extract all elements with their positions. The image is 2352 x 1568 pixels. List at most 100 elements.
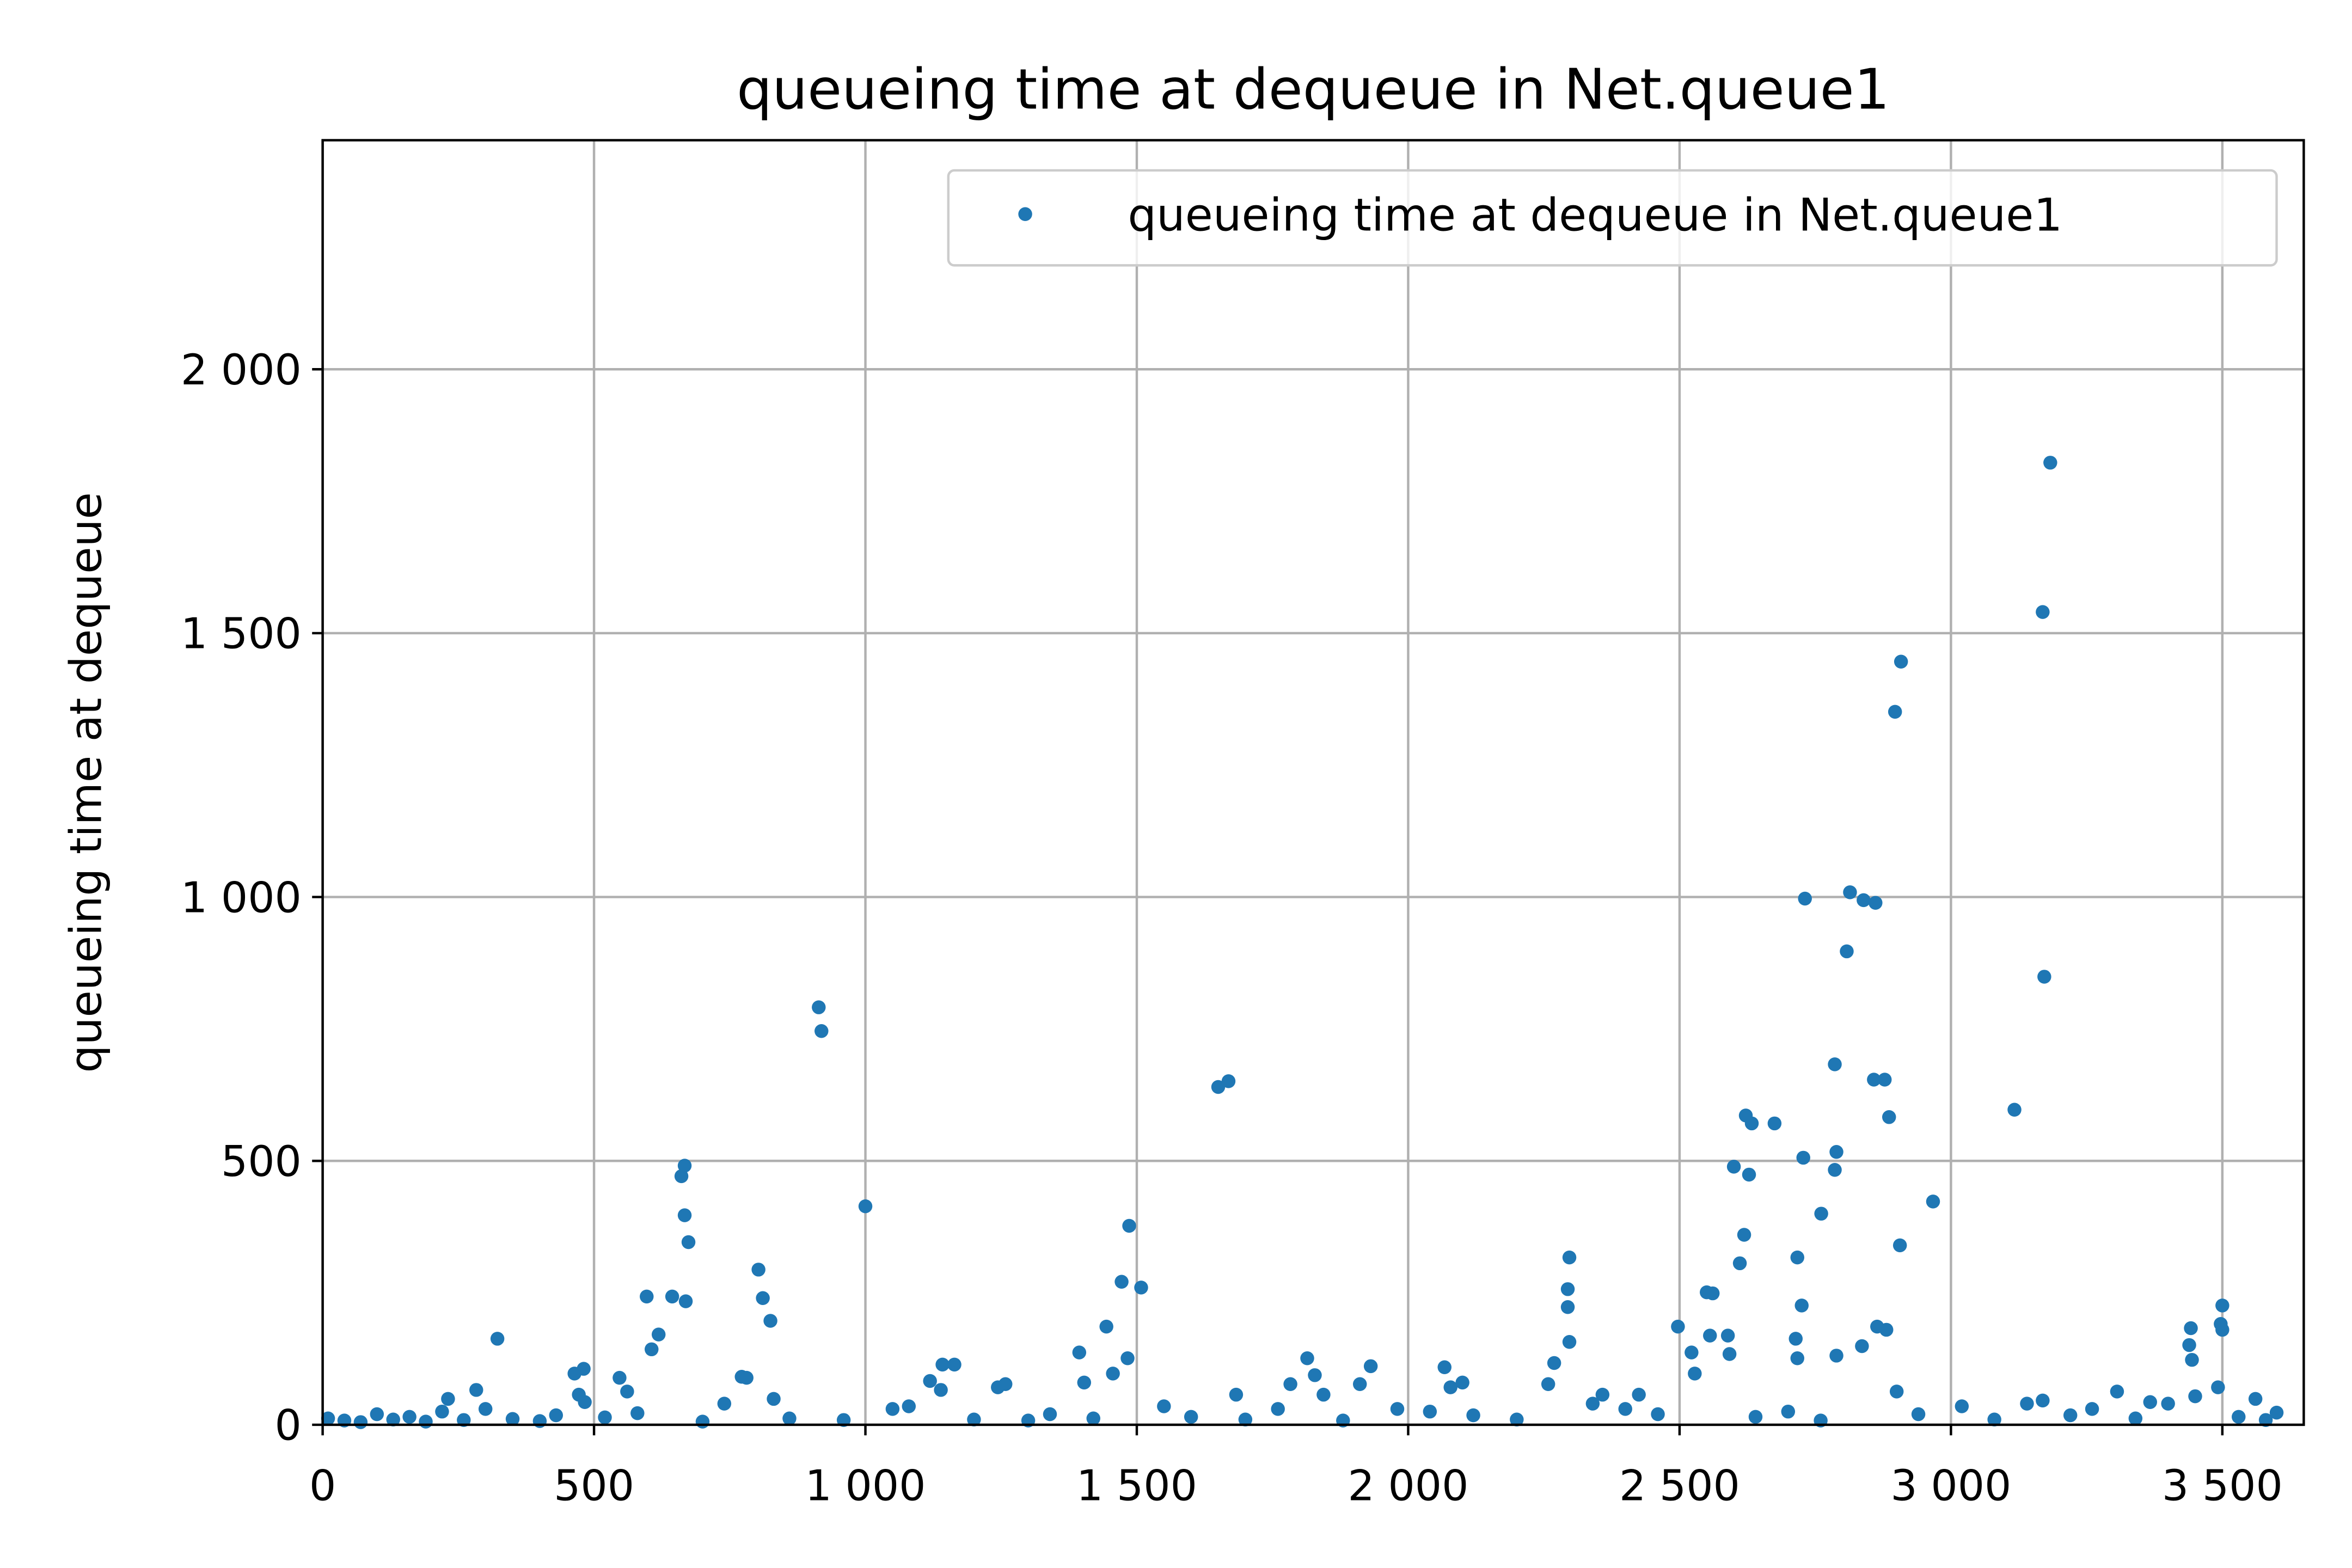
point bbox=[695, 1414, 710, 1429]
point bbox=[1955, 1399, 1969, 1413]
point bbox=[1651, 1407, 1665, 1422]
x-tick-label: 2 500 bbox=[1619, 1461, 1740, 1510]
point bbox=[1122, 1218, 1136, 1233]
point bbox=[370, 1407, 384, 1422]
point bbox=[1828, 1162, 1842, 1177]
point bbox=[1455, 1375, 1469, 1390]
point bbox=[1878, 1073, 1892, 1087]
point bbox=[1889, 1385, 1904, 1399]
point bbox=[1562, 1334, 1577, 1349]
y-tick-label: 1 000 bbox=[181, 873, 302, 922]
point bbox=[1794, 1298, 1809, 1313]
point bbox=[1720, 1328, 1735, 1343]
point bbox=[836, 1413, 851, 1427]
point bbox=[1705, 1286, 1720, 1301]
point bbox=[1882, 1110, 1896, 1124]
point bbox=[1466, 1408, 1480, 1423]
point bbox=[674, 1169, 689, 1184]
point bbox=[549, 1408, 564, 1423]
point bbox=[1238, 1412, 1253, 1426]
x-tick-label: 0 bbox=[309, 1461, 336, 1510]
x-tick-label: 500 bbox=[554, 1461, 634, 1510]
point bbox=[402, 1410, 416, 1424]
point bbox=[2036, 1393, 2050, 1408]
point bbox=[2043, 456, 2057, 470]
point bbox=[2232, 1410, 2246, 1424]
point bbox=[1283, 1377, 1297, 1392]
point bbox=[1562, 1250, 1577, 1265]
point bbox=[1798, 891, 1812, 906]
ticks: 0 500 1 000 1 500 2 000 2 500 3 000 3 500 0 500 1 … bbox=[181, 346, 2283, 1510]
point bbox=[505, 1412, 520, 1426]
point bbox=[2037, 970, 2051, 984]
point bbox=[1086, 1411, 1100, 1426]
point bbox=[2215, 1298, 2230, 1313]
point bbox=[1790, 1351, 1804, 1365]
point bbox=[577, 1362, 591, 1376]
point bbox=[2161, 1396, 2175, 1411]
legend: queueing time at dequeue in Net.queue1 bbox=[947, 169, 2278, 267]
point bbox=[902, 1399, 916, 1413]
y-tick-label: 2 000 bbox=[181, 346, 302, 395]
point bbox=[1560, 1282, 1575, 1296]
point bbox=[1879, 1322, 1894, 1337]
point bbox=[1632, 1387, 1646, 1402]
point bbox=[739, 1370, 754, 1385]
point bbox=[1892, 1238, 1907, 1253]
point bbox=[1828, 1057, 1842, 1071]
point bbox=[678, 1294, 693, 1308]
point bbox=[1184, 1410, 1198, 1424]
point bbox=[1748, 1410, 1763, 1424]
x-tick-label: 3 000 bbox=[1890, 1461, 2011, 1510]
point bbox=[645, 1342, 659, 1357]
point bbox=[1437, 1360, 1451, 1375]
point bbox=[2036, 605, 2050, 619]
point bbox=[1867, 1073, 1881, 1087]
point bbox=[782, 1411, 797, 1426]
point bbox=[1685, 1345, 1699, 1359]
point bbox=[1781, 1404, 1796, 1419]
legend-box bbox=[947, 169, 2278, 267]
point bbox=[1737, 1228, 1751, 1242]
point bbox=[1888, 705, 1902, 719]
point bbox=[321, 1411, 335, 1426]
point bbox=[999, 1377, 1013, 1392]
point bbox=[1077, 1375, 1092, 1390]
point bbox=[1541, 1377, 1555, 1392]
point bbox=[681, 1235, 696, 1250]
point bbox=[1120, 1351, 1135, 1365]
point bbox=[2215, 1322, 2230, 1337]
y-tick-label: 500 bbox=[221, 1137, 302, 1186]
point bbox=[1840, 944, 1854, 959]
point bbox=[1423, 1404, 1437, 1419]
point bbox=[1855, 1339, 1869, 1353]
point bbox=[2211, 1380, 2225, 1394]
point bbox=[620, 1385, 634, 1399]
y-axis-label: queueing time at dequeue bbox=[60, 492, 112, 1073]
point bbox=[1300, 1351, 1314, 1365]
point bbox=[2128, 1411, 2143, 1426]
point bbox=[1618, 1402, 1632, 1416]
point bbox=[812, 1000, 826, 1014]
point bbox=[1987, 1412, 2001, 1426]
point bbox=[1390, 1402, 1405, 1416]
point bbox=[1829, 1145, 1843, 1159]
point bbox=[598, 1410, 612, 1425]
point bbox=[630, 1406, 645, 1420]
point bbox=[756, 1291, 770, 1306]
point bbox=[2085, 1402, 2099, 1416]
point bbox=[651, 1327, 666, 1342]
x-tick-label: 3 500 bbox=[2162, 1461, 2283, 1510]
point bbox=[885, 1402, 900, 1416]
point bbox=[1308, 1368, 1322, 1382]
point bbox=[2063, 1408, 2078, 1423]
plot-frame bbox=[321, 139, 2305, 1426]
point bbox=[1106, 1367, 1120, 1381]
point bbox=[1560, 1300, 1575, 1314]
point bbox=[923, 1374, 937, 1388]
points bbox=[321, 456, 2284, 1429]
point bbox=[1072, 1345, 1087, 1359]
point bbox=[435, 1404, 449, 1419]
point bbox=[2182, 1338, 2196, 1352]
